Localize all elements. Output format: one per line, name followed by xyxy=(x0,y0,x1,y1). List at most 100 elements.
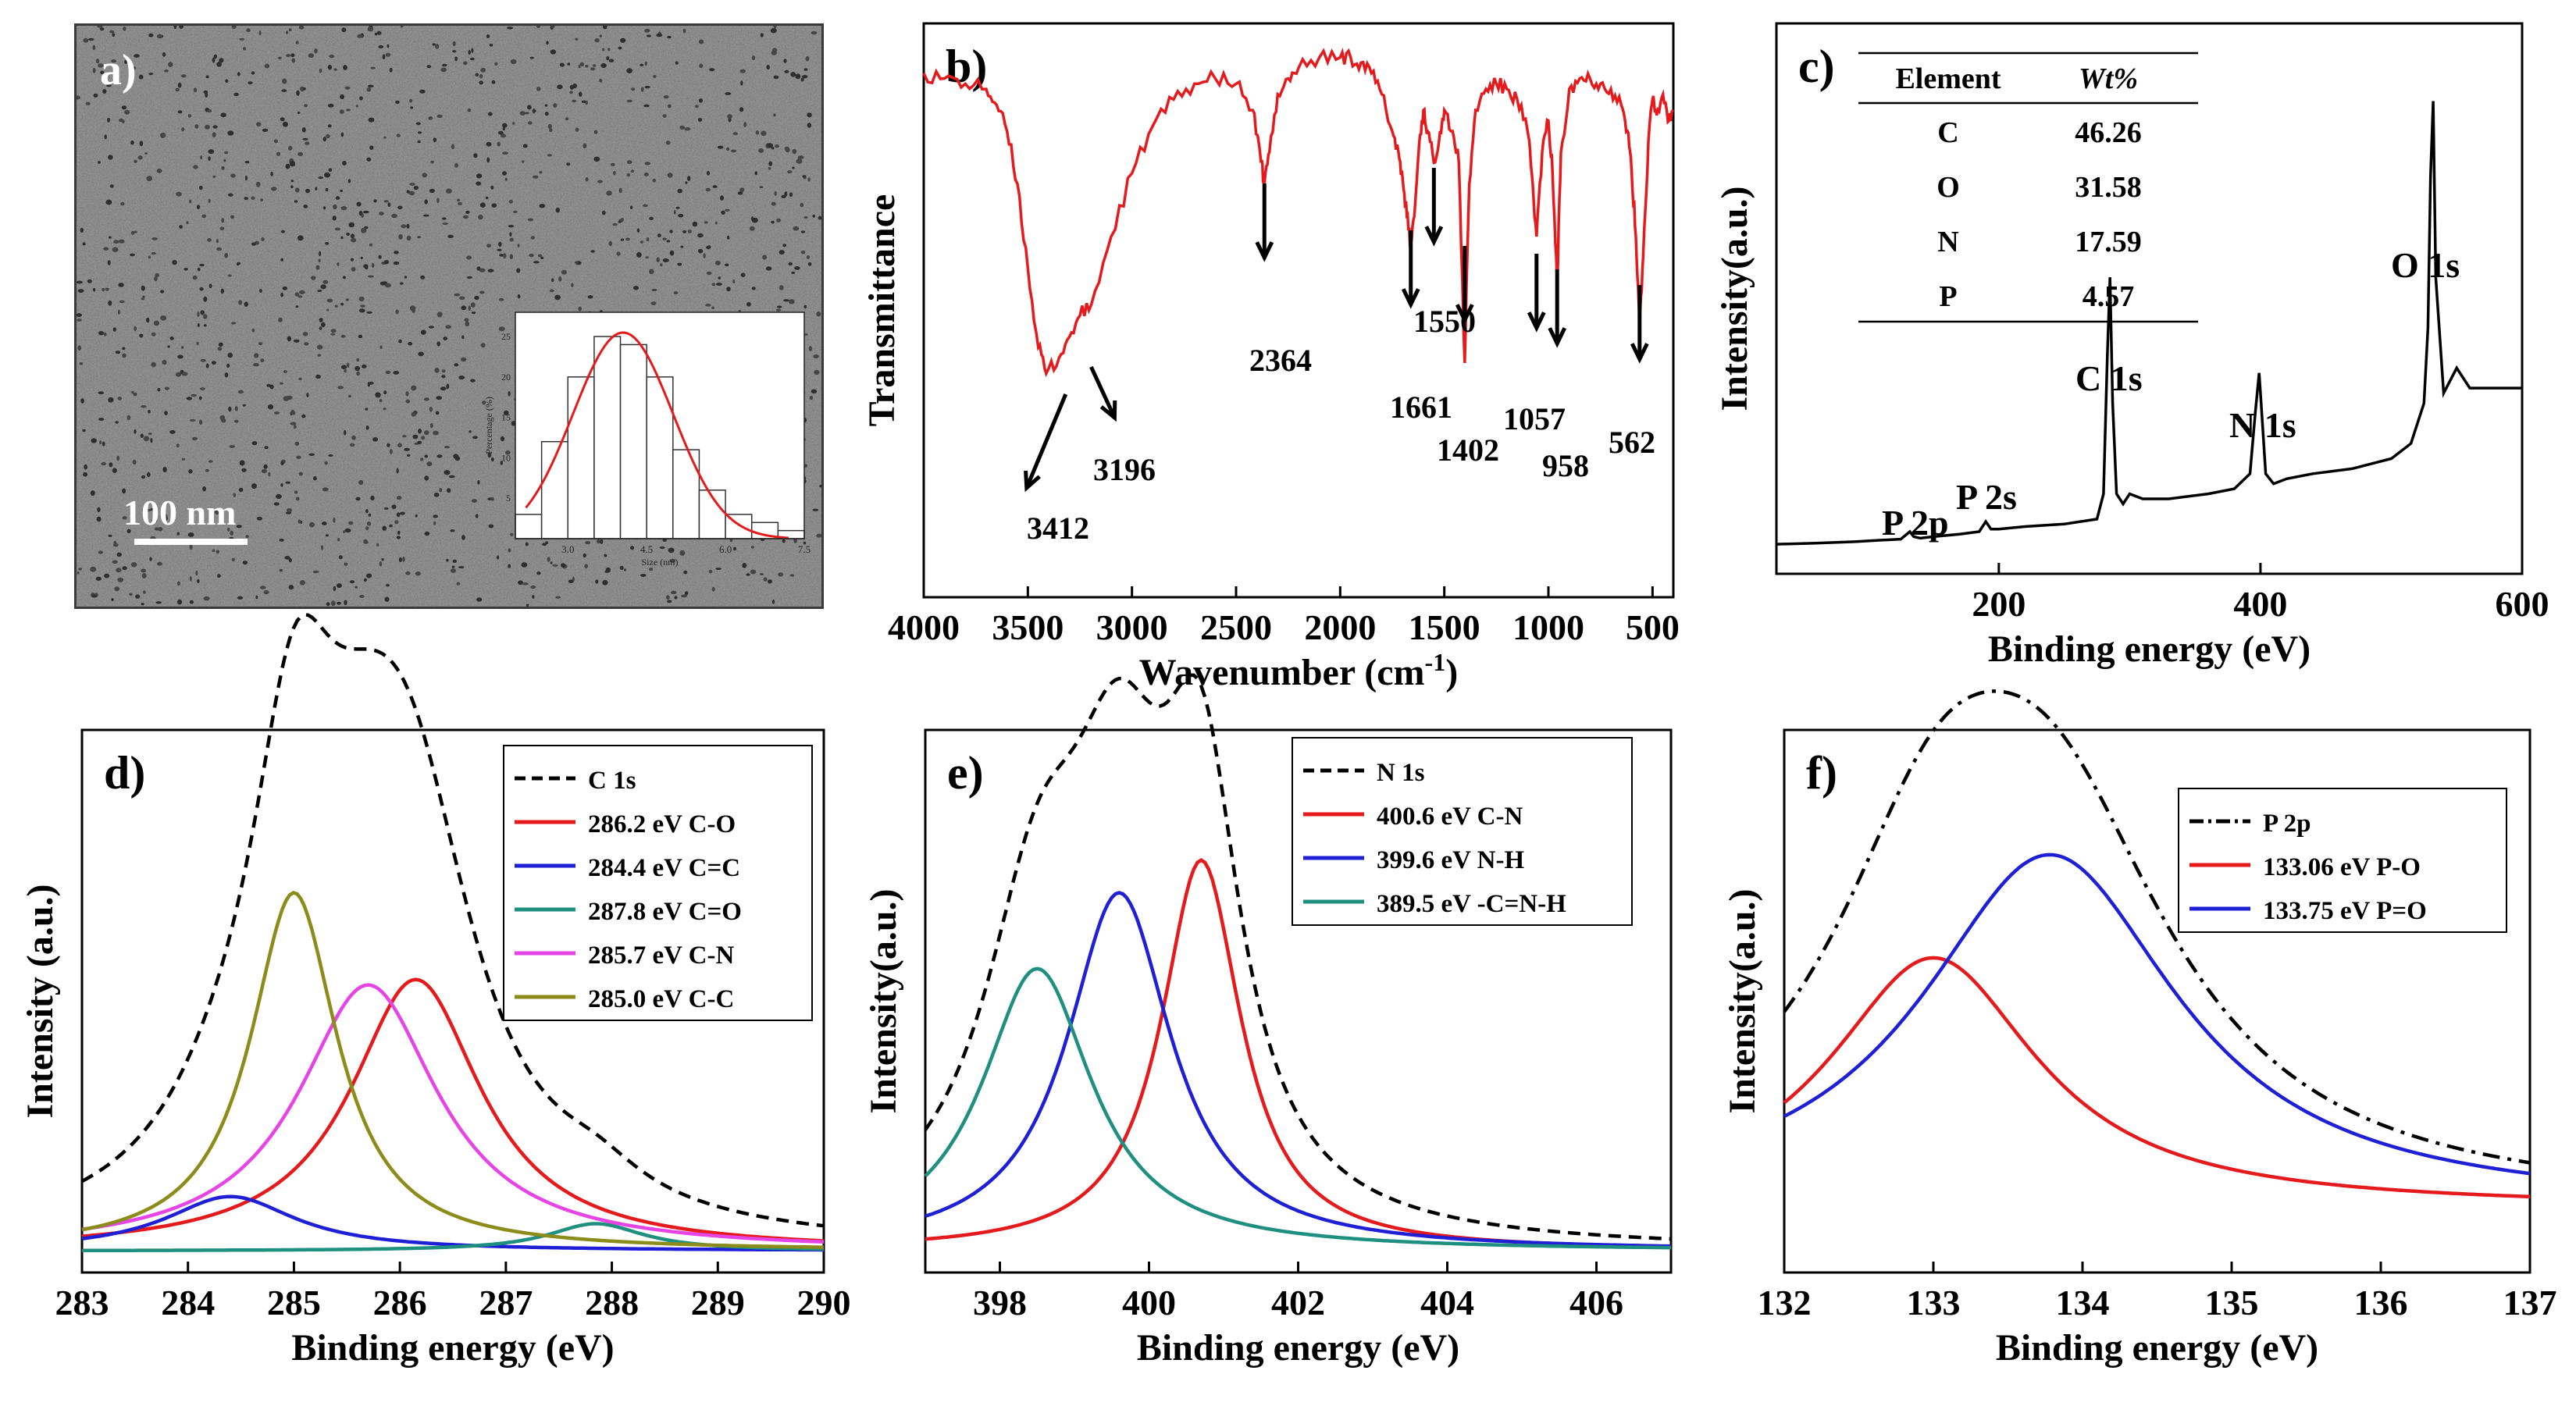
tem-particle xyxy=(368,513,372,517)
tem-particle xyxy=(800,230,806,233)
tem-particle xyxy=(95,576,102,581)
tem-particle xyxy=(205,363,209,368)
tem-particle xyxy=(465,210,470,214)
tem-particle xyxy=(739,107,744,112)
tem-particle xyxy=(260,586,266,589)
tem-particle xyxy=(667,104,672,109)
tem-particle xyxy=(220,288,224,294)
tem-particle xyxy=(477,480,480,485)
tem-particle xyxy=(472,436,478,440)
tem-particle xyxy=(436,396,443,400)
tem-particle xyxy=(781,194,786,198)
tem-particle xyxy=(347,521,354,525)
tem-particle xyxy=(550,26,555,28)
tem-particle xyxy=(674,596,678,600)
tem-particle xyxy=(179,225,183,229)
tem-particle xyxy=(527,218,534,222)
tem-particle xyxy=(436,341,440,347)
table-cell-wt: 4.57 xyxy=(2083,280,2135,313)
tem-particle xyxy=(400,26,404,28)
tem-particle xyxy=(792,166,795,169)
inset-bar xyxy=(698,489,726,539)
tem-particle xyxy=(572,99,577,102)
ftir-series-line xyxy=(922,47,1675,378)
envelope-curve xyxy=(1783,689,2531,1165)
tem-particle xyxy=(595,579,599,584)
tem-particle xyxy=(227,193,233,197)
tem-particle xyxy=(90,566,97,572)
tem-particle xyxy=(228,406,232,412)
tem-particle xyxy=(776,305,782,308)
tem-particle xyxy=(93,93,98,98)
tem-particle xyxy=(368,84,374,88)
tem-particle xyxy=(115,421,119,424)
y-axis-label: Intensity (a.u.) xyxy=(20,884,61,1118)
tem-particle xyxy=(119,300,125,304)
tem-particle xyxy=(344,429,347,436)
tem-particle xyxy=(199,287,204,291)
tem-particle xyxy=(160,315,167,321)
tem-particle xyxy=(330,600,336,607)
tem-particle xyxy=(177,82,182,88)
tem-particle xyxy=(96,516,102,522)
inset-y-tick: 20 xyxy=(501,372,511,383)
tem-particle xyxy=(698,39,704,44)
tem-particle xyxy=(802,175,806,178)
legend-entry: C 1s xyxy=(588,767,636,795)
tem-particle xyxy=(294,200,298,203)
tem-particle xyxy=(566,162,571,166)
tem-particle xyxy=(788,299,795,304)
tem-particle xyxy=(446,188,452,194)
tem-particle xyxy=(578,306,582,311)
tem-particle xyxy=(778,572,784,577)
tem-particle xyxy=(529,254,534,258)
tem-particle xyxy=(115,351,121,354)
tem-particle xyxy=(711,586,715,592)
tem-particle xyxy=(754,171,757,176)
tem-particle xyxy=(183,268,188,271)
tem-particle xyxy=(818,215,821,220)
tem-particle xyxy=(141,405,147,408)
x-axis-label-sup: -1 xyxy=(1425,648,1446,676)
tem-particle xyxy=(608,240,613,247)
tem-particle xyxy=(739,69,746,73)
tem-particle xyxy=(451,565,455,568)
tem-particle xyxy=(83,37,89,43)
tem-particle xyxy=(379,345,383,350)
peak-arrow-head xyxy=(1455,304,1474,325)
tem-particle xyxy=(122,347,126,351)
tem-particle xyxy=(251,71,255,75)
tem-particle xyxy=(254,353,259,358)
tem-particle xyxy=(670,590,677,595)
tem-particle xyxy=(197,323,200,327)
tem-particle xyxy=(590,67,596,71)
tem-particle xyxy=(351,258,354,262)
x-tick-label: 133 xyxy=(1907,1283,1961,1322)
tem-particle xyxy=(295,305,299,308)
tem-particle xyxy=(768,167,771,170)
tem-particle xyxy=(725,147,730,151)
tem-particle xyxy=(666,595,670,600)
tem-particle xyxy=(422,173,427,178)
tem-particle xyxy=(521,562,528,568)
tem-particle xyxy=(325,242,330,245)
tem-particle xyxy=(571,283,574,287)
tem-particle xyxy=(394,520,399,525)
tem-particle xyxy=(276,151,280,156)
tem-particle xyxy=(218,342,223,347)
tem-particle xyxy=(405,399,411,404)
tem-particle xyxy=(443,336,447,341)
tem-particle xyxy=(602,48,605,52)
tem-particle xyxy=(280,117,285,122)
tem-particle xyxy=(667,173,673,178)
tem-particle xyxy=(454,163,458,168)
tem-particle xyxy=(192,275,198,280)
tem-particle xyxy=(404,447,410,451)
tem-particle xyxy=(565,117,569,121)
tem-particle xyxy=(349,443,355,447)
tem-particle xyxy=(794,266,800,270)
tem-particle xyxy=(771,220,775,224)
tem-particle xyxy=(141,573,147,578)
tem-particle xyxy=(656,257,660,262)
tem-particle xyxy=(295,497,300,501)
